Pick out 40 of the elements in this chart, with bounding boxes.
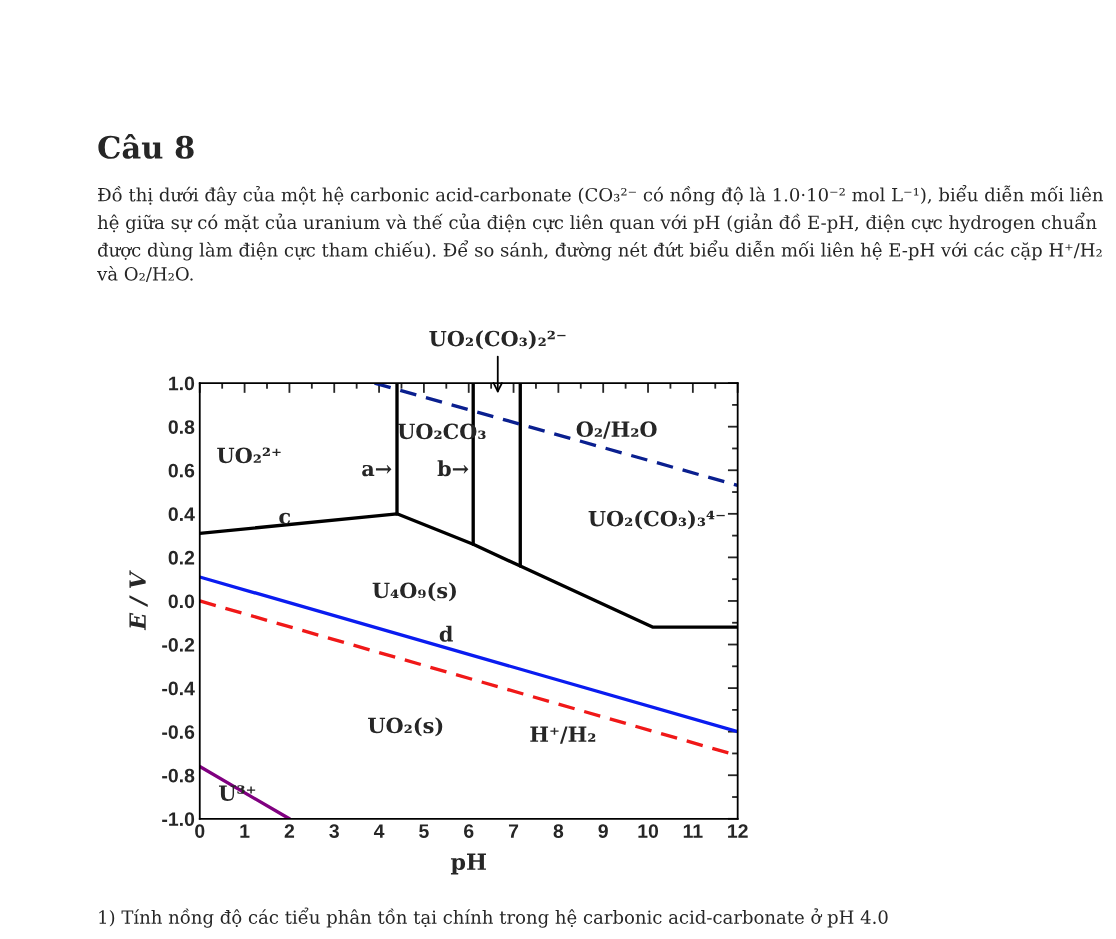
- y-tick-label: -0.6: [162, 725, 195, 739]
- annotation: d: [439, 625, 453, 642]
- annotation: a→: [362, 464, 392, 477]
- x-tick-label: 1: [240, 824, 250, 838]
- x-tick-label: 11: [683, 824, 703, 838]
- x-tick-label: 8: [553, 824, 564, 838]
- x-axis-title: pH: [450, 853, 486, 875]
- x-tick-label: 4: [373, 824, 385, 838]
- y-tick-label: -0.4: [162, 681, 195, 696]
- y-tick-label: 0.8: [168, 420, 195, 434]
- x-tick-label: 6: [464, 824, 474, 838]
- y-tick-label: 0.2: [168, 550, 195, 565]
- annotation: UO₂(CO₃)₃⁴⁻: [588, 510, 725, 530]
- y-axis-title: E / V: [129, 570, 148, 631]
- annotation: H⁺/H₂: [530, 726, 596, 744]
- y-tick-label: 0.6: [168, 463, 195, 478]
- annotation: U₄O₉(s): [372, 582, 456, 602]
- x-tick-label: 3: [329, 824, 339, 838]
- x-tick-label: 12: [728, 824, 748, 838]
- chart-subtitle: Đồ thị dưới đây của một hệ carbonic acid-carbonate (CO₃²⁻ có nồng độ là 1.0·10⁻² mol L⁻¹), biểu diễn mối liên hệ giữa sự có mặt của uranium và thế của điện cực liên quan với pH (giản đồ E-pH, điện cực hydrogen chuẩn được dùng làm điện cực tham chiếu). Để so sánh, đường nét đứt biểu diễn mối liên hệ E-pH với các cặp H⁺/H₂ và O₂/H₂O.: [97, 185, 1104, 283]
- annotation: UO₂²⁺: [217, 447, 281, 464]
- y-tick-label: 1.0: [169, 376, 195, 391]
- x-tick-label: 7: [508, 824, 519, 838]
- y-tick-label: -0.8: [162, 768, 195, 783]
- y-tick-label: 0.0: [168, 594, 195, 609]
- y-tick-label: 0.4: [168, 507, 195, 522]
- annotation: O₂/H₂O: [576, 421, 657, 439]
- x-tick-label: 2: [284, 824, 295, 838]
- x-tick-label: 5: [419, 824, 429, 838]
- text: UO₂(CO₃)₂²⁻: [429, 330, 566, 350]
- y-tick-label: -1.0: [162, 812, 195, 827]
- x-tick-label: 10: [638, 824, 659, 838]
- annotation: UO₂(s): [368, 717, 443, 737]
- x-tick-label: 0: [195, 824, 205, 838]
- annotation: c: [279, 512, 291, 525]
- x-tick-label: 9: [598, 824, 608, 838]
- text: 1) Tính nồng độ các tiểu phân tồn tại chính trong hệ carbonic acid-carbonate ở pH 4.0: [99, 907, 888, 928]
- annotation: b→: [437, 460, 469, 477]
- y-tick-label: -0.2: [162, 638, 195, 652]
- chart-title: Câu 8: [98, 133, 194, 159]
